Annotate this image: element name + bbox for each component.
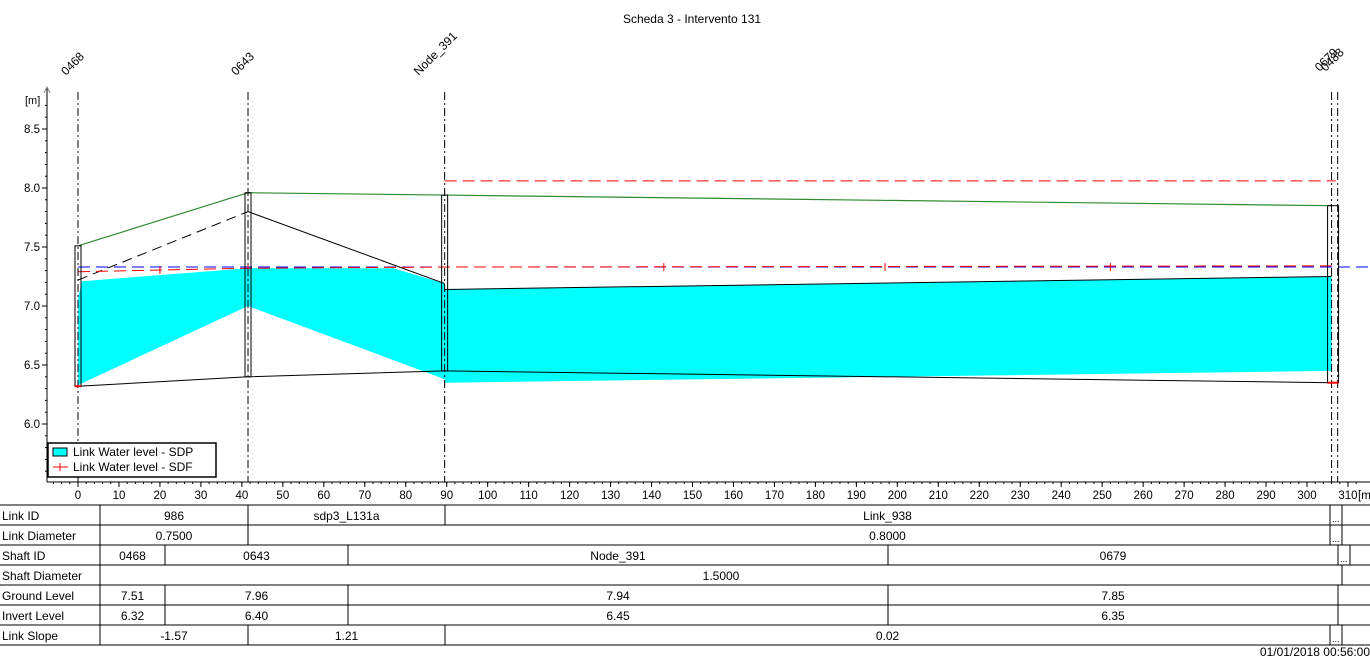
y-tick-label: 7.0 [24, 301, 40, 313]
node-label: Node_391 [411, 29, 460, 78]
x-tick-label: 140 [642, 490, 661, 502]
y-tick-label: 8.5 [24, 124, 40, 136]
y-tick-label: 6.5 [24, 360, 40, 372]
x-tick-label: 50 [276, 490, 289, 502]
legend-label-sdf: Link Water level - SDF [73, 460, 193, 474]
legend-box [47, 442, 217, 478]
x-tick-label: 240 [1052, 490, 1071, 502]
node-label: 0488 [1318, 45, 1347, 74]
x-tick-label: 220 [970, 490, 989, 502]
x-tick-label: 300 [1297, 490, 1316, 502]
x-tick-label: 230 [1011, 490, 1030, 502]
x-tick-label: 250 [1093, 490, 1112, 502]
x-tick-label: 20 [154, 490, 167, 502]
x-tick-label: 80 [399, 490, 412, 502]
y-axis-label: [m] [25, 95, 40, 107]
x-tick-label: 100 [478, 490, 497, 502]
x-tick-label: 190 [847, 490, 866, 502]
chart-title: Scheda 3 - Intervento 131 [623, 12, 761, 26]
x-tick-label: 170 [765, 490, 784, 502]
x-tick-label: 310 [1338, 490, 1357, 502]
timestamp: 01/01/2018 00:56:00 [1259, 645, 1370, 659]
x-tick-label: 130 [601, 490, 620, 502]
legend-swatch-sdp [52, 447, 68, 457]
x-tick-label: 10 [113, 490, 126, 502]
x-tick-label: 150 [683, 490, 702, 502]
y-axis-arrow [43, 85, 51, 94]
sdf-water-line [77, 265, 1332, 273]
pipe-crown-line [247, 211, 445, 285]
x-tick-label: 120 [560, 490, 579, 502]
x-tick-label: 40 [235, 490, 248, 502]
x-tick-label: 0 [75, 490, 81, 502]
pipe-invert-line [77, 370, 1332, 387]
node-label: 0468 [58, 49, 87, 78]
y-tick-label: 7.5 [24, 242, 40, 254]
y-tick-label: 6.0 [24, 419, 40, 431]
x-tick-label: 270 [1175, 490, 1194, 502]
x-tick-label: 200 [888, 490, 907, 502]
legend-label-sdp: Link Water level - SDP [73, 445, 193, 459]
x-tick-label: 260 [1134, 490, 1153, 502]
pipe-crown-dashed [77, 211, 249, 281]
x-tick-label: 280 [1215, 490, 1234, 502]
x-tick-label: 90 [440, 490, 453, 502]
y-tick-label: 8.0 [24, 183, 40, 195]
x-tick-label: 30 [195, 490, 208, 502]
x-axis-unit: [m] [1358, 490, 1370, 502]
x-tick-label: 70 [358, 490, 371, 502]
pipe-crown-line [444, 276, 1332, 290]
shaft-rect [244, 192, 252, 378]
x-tick-label: 160 [724, 490, 743, 502]
node-label: 0643 [228, 49, 257, 78]
x-tick-label: 110 [519, 490, 537, 502]
x-tick-label: 180 [806, 490, 825, 502]
x-tick-label: 210 [929, 490, 948, 502]
x-tick-label: 290 [1256, 490, 1275, 502]
x-tick-label: 60 [317, 490, 330, 502]
sdp-water-area [78, 268, 1332, 386]
shaft-rect [441, 194, 449, 372]
ground-level-line [77, 192, 1332, 247]
